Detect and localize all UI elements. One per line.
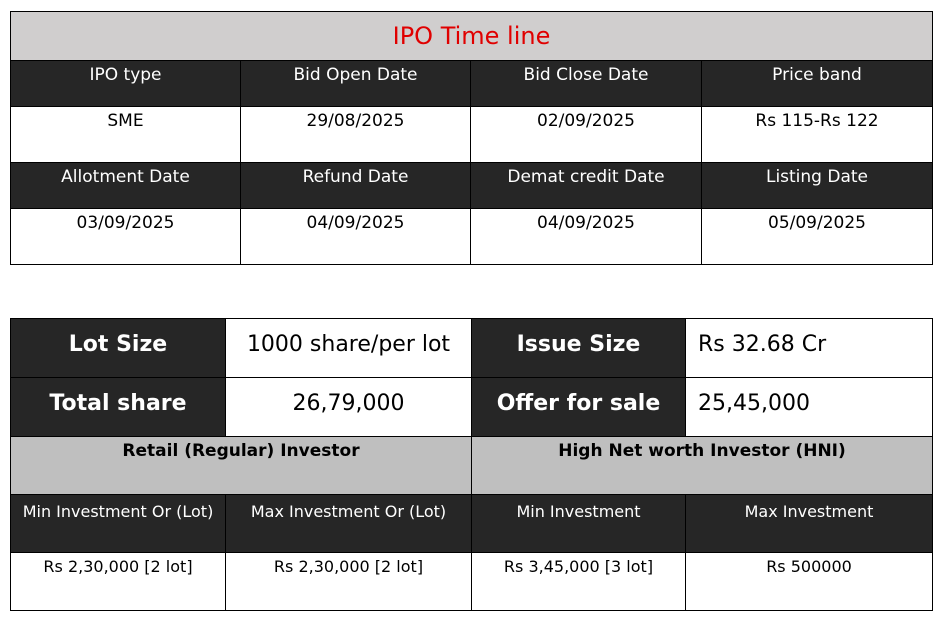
header-demat-credit-date: Demat credit Date: [470, 162, 702, 209]
header-refund-date: Refund Date: [240, 162, 471, 209]
value-retail-min-investment: Rs 2,30,000 [2 lot]: [10, 552, 226, 611]
header-hni-max-investment: Max Investment: [685, 494, 933, 553]
value-price-band: Rs 115-Rs 122: [701, 106, 933, 163]
value-hni-max-investment: Rs 500000: [685, 552, 933, 611]
offer-for-sale-value: 25,45,000: [685, 377, 933, 437]
header-price-band: Price band: [701, 60, 933, 107]
header-listing-date: Listing Date: [701, 162, 933, 209]
total-share-label: Total share: [10, 377, 226, 437]
value-hni-min-investment: Rs 3,45,000 [3 lot]: [471, 552, 686, 611]
header-bid-open-date: Bid Open Date: [240, 60, 471, 107]
lot-size-label: Lot Size: [10, 318, 226, 378]
issue-size-value: Rs 32.68 Cr: [685, 318, 933, 378]
hni-investor-heading: High Net worth Investor (HNI): [471, 436, 933, 495]
header-bid-close-date: Bid Close Date: [470, 60, 702, 107]
header-retail-min-investment: Min Investment Or (Lot): [10, 494, 226, 553]
value-refund-date: 04/09/2025: [240, 208, 471, 265]
ipo-timeline-table: IPO Time line IPO type Bid Open Date Bid…: [10, 11, 933, 265]
retail-investor-heading: Retail (Regular) Investor: [10, 436, 472, 495]
value-allotment-date: 03/09/2025: [10, 208, 241, 265]
value-bid-close-date: 02/09/2025: [470, 106, 702, 163]
header-allotment-date: Allotment Date: [10, 162, 241, 209]
header-hni-min-investment: Min Investment: [471, 494, 686, 553]
lot-size-value: 1000 share/per lot: [225, 318, 472, 378]
header-retail-max-investment: Max Investment Or (Lot): [225, 494, 472, 553]
total-share-value: 26,79,000: [225, 377, 472, 437]
offer-for-sale-label: Offer for sale: [471, 377, 686, 437]
value-demat-credit-date: 04/09/2025: [470, 208, 702, 265]
header-ipo-type: IPO type: [10, 60, 241, 107]
value-retail-max-investment: Rs 2,30,000 [2 lot]: [225, 552, 472, 611]
timeline-title: IPO Time line: [10, 11, 933, 61]
value-ipo-type: SME: [10, 106, 241, 163]
value-bid-open-date: 29/08/2025: [240, 106, 471, 163]
issue-details-table: Lot Size 1000 share/per lot Issue Size R…: [10, 318, 933, 611]
issue-size-label: Issue Size: [471, 318, 686, 378]
value-listing-date: 05/09/2025: [701, 208, 933, 265]
